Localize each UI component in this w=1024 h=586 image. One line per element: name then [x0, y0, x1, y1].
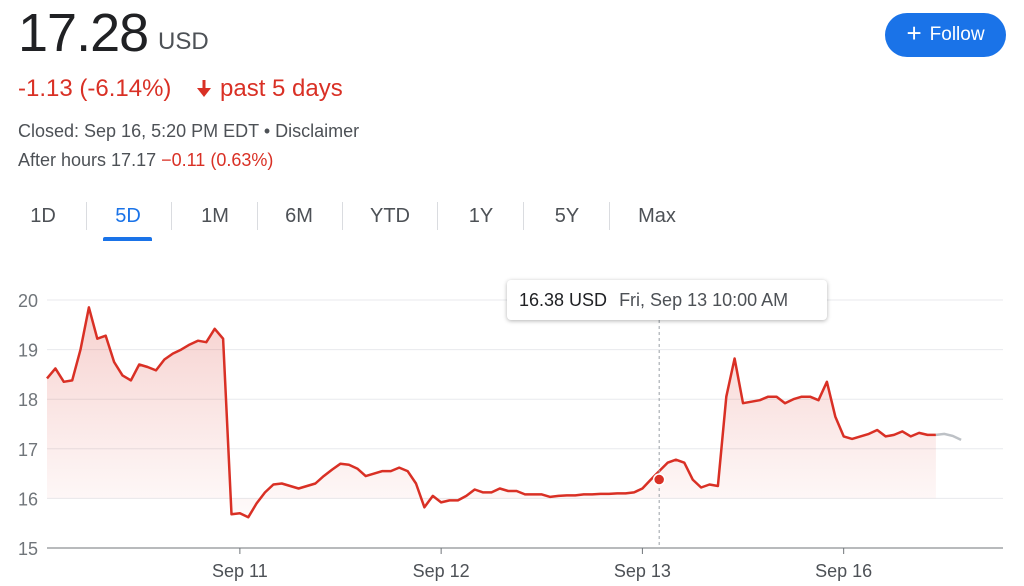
price-line [46, 306, 936, 519]
tooltip-time: Fri, Sep 13 10:00 AM [619, 289, 789, 310]
after-hours-line [935, 432, 962, 442]
range-tabs: 1D 5D 1M 6M YTD 1Y 5Y Max [0, 196, 700, 241]
tab-5y[interactable]: 5Y [554, 205, 580, 227]
tooltip-value: 16.38 USD [519, 289, 608, 310]
closed-time: Closed: Sep 16, 5:20 PM EDT [18, 121, 259, 141]
y-tick-label: 15 [18, 539, 38, 559]
currency-label: USD [158, 28, 209, 55]
tab-divider [257, 202, 258, 230]
tab-divider [86, 202, 87, 230]
y-tick-label: 17 [18, 440, 38, 460]
current-price: 17.28 [18, 3, 149, 63]
plus-icon: + [906, 18, 922, 48]
active-tab-indicator [103, 237, 152, 241]
y-tick-label: 20 [18, 291, 38, 311]
follow-button[interactable]: + Follow [885, 13, 1006, 57]
after-hours-change: −0.11 (0.63%) [161, 150, 274, 170]
tab-divider [437, 202, 438, 230]
tab-divider [171, 202, 172, 230]
market-status: Closed: Sep 16, 5:20 PM EDT • Disclaimer [18, 121, 359, 142]
y-tick-label: 16 [18, 489, 38, 509]
disclaimer-link[interactable]: Disclaimer [275, 121, 360, 141]
tab-divider [342, 202, 343, 230]
x-tick-label: Sep 11 [212, 561, 268, 581]
tab-divider [609, 202, 610, 230]
hover-point [652, 473, 666, 486]
y-tick-label: 18 [18, 390, 38, 410]
chart-tooltip: 16.38 USD Fri, Sep 13 10:00 AM [507, 280, 827, 320]
arrow-down-icon [197, 80, 211, 97]
tab-1y[interactable]: 1Y [468, 205, 494, 227]
tab-ytd[interactable]: YTD [370, 205, 410, 227]
after-hours: After hours 17.17 −0.11 (0.63%) [18, 150, 273, 171]
separator-dot: • [263, 121, 271, 141]
y-tick-label: 19 [18, 341, 38, 361]
tab-6m[interactable]: 6M [285, 205, 313, 227]
x-tick-label: Sep 13 [614, 561, 671, 581]
change-period: past 5 days [220, 75, 343, 102]
tab-1d[interactable]: 1D [30, 205, 56, 227]
tab-max[interactable]: Max [638, 205, 676, 227]
price-area-fill [47, 307, 936, 518]
follow-label: Follow [929, 24, 985, 45]
tab-1m[interactable]: 1M [201, 205, 229, 227]
after-hours-price: After hours 17.17 [18, 150, 157, 170]
x-tick-label: Sep 16 [815, 561, 872, 581]
tab-5d[interactable]: 5D [115, 205, 141, 227]
price-change: -1.13 (-6.14%) [18, 75, 172, 102]
x-tick-label: Sep 12 [413, 561, 470, 581]
tab-divider [523, 202, 524, 230]
